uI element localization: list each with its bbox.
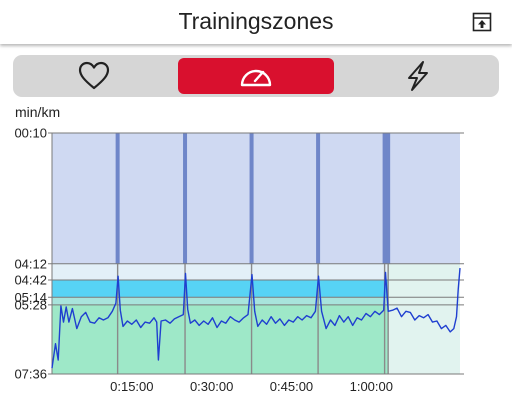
heart-icon — [78, 61, 110, 90]
x-tick-label: 1:00:00 — [350, 379, 393, 394]
y-tick-label: 04:42 — [14, 272, 47, 287]
lightning-bolt-icon — [408, 61, 428, 91]
zone-band-faded — [388, 304, 460, 374]
lap-split-marker — [249, 133, 254, 264]
zone-band — [52, 279, 389, 298]
tab-heart-rate[interactable] — [16, 58, 172, 94]
zone-band-faded — [388, 263, 460, 280]
tab-power[interactable] — [340, 58, 496, 94]
zone-type-tabs — [13, 55, 499, 97]
zone-band — [52, 297, 389, 305]
y-tick-label: 05:14 — [14, 290, 47, 305]
lap-split-marker — [316, 133, 321, 264]
tab-pace[interactable] — [178, 58, 334, 94]
lap-split-marker — [386, 133, 391, 264]
zone-band — [52, 263, 389, 280]
page-title: Trainingszones — [178, 8, 334, 34]
y-axis-unit-label: min/km — [15, 104, 61, 120]
lap-split-marker — [382, 133, 387, 264]
y-tick-label: 07:36 — [14, 367, 47, 382]
lap-split-marker — [183, 133, 188, 264]
zone-band-faded — [388, 279, 460, 298]
export-box-icon — [472, 12, 492, 32]
x-tick-label: 0:45:00 — [270, 379, 313, 394]
x-tick-label: 0:15:00 — [110, 379, 153, 394]
zone-band-faded — [388, 133, 460, 264]
app-header: Trainingszones — [0, 0, 512, 44]
zone-band-faded — [388, 297, 460, 305]
pace-series-line — [51, 268, 461, 369]
y-tick-label: 00:10 — [14, 126, 47, 141]
zone-band — [52, 304, 389, 374]
y-tick-label: 05:28 — [14, 297, 47, 312]
x-tick-label: 0:30:00 — [190, 379, 233, 394]
zone-band — [52, 133, 389, 264]
export-button[interactable] — [470, 10, 494, 34]
lap-split-marker — [115, 133, 120, 264]
y-tick-label: 04:12 — [14, 256, 47, 271]
speedometer-icon — [240, 69, 272, 87]
